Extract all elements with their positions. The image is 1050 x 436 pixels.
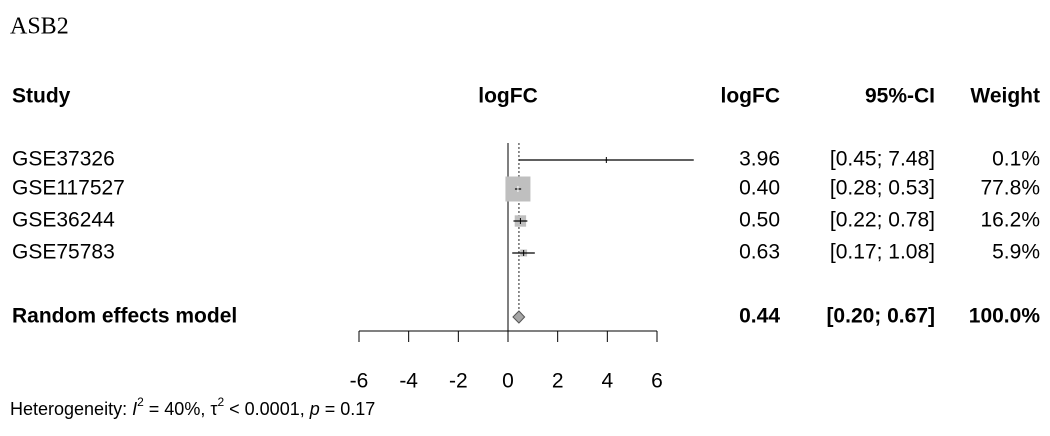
study-name: GSE36244 bbox=[12, 209, 115, 232]
weight-label: 77.8% bbox=[980, 177, 1040, 200]
study-name: GSE75783 bbox=[12, 241, 115, 264]
heterogeneity-part: I bbox=[132, 399, 137, 419]
study-name: GSE117527 bbox=[12, 177, 125, 200]
x-tick-label: -4 bbox=[399, 370, 418, 393]
ci-label: [0.28; 0.53] bbox=[830, 177, 935, 200]
weight-label: 16.2% bbox=[980, 209, 1040, 232]
model-weight: 100.0% bbox=[969, 305, 1041, 328]
heterogeneity-part: < 0.0001, bbox=[224, 399, 310, 419]
x-tick-label: 6 bbox=[651, 370, 663, 393]
heterogeneity-part: τ bbox=[210, 399, 217, 419]
model-ci: [0.20; 0.67] bbox=[826, 305, 935, 328]
weight-label: 5.9% bbox=[992, 241, 1040, 264]
weight-label: 0.1% bbox=[992, 148, 1040, 171]
ci-label: [0.17; 1.08] bbox=[830, 241, 935, 264]
heterogeneity-part: p bbox=[309, 399, 320, 419]
model-name: Random effects model bbox=[12, 305, 237, 328]
model-estimate: 0.44 bbox=[739, 305, 780, 328]
x-tick-label: -2 bbox=[449, 370, 468, 393]
heterogeneity: Heterogeneity: I2 = 40%, τ2 < 0.0001, p … bbox=[10, 395, 375, 419]
summary-diamond bbox=[512, 310, 526, 324]
heterogeneity-part: = 40%, bbox=[144, 399, 211, 419]
estimate-label: 0.63 bbox=[739, 241, 780, 264]
x-tick-label: -6 bbox=[350, 370, 369, 393]
heterogeneity-part: 2 bbox=[137, 395, 144, 409]
estimate-label: 0.50 bbox=[739, 209, 780, 232]
chart-title: ASB2 bbox=[10, 14, 69, 40]
estimate-label: 0.40 bbox=[739, 177, 780, 200]
header-study: Study bbox=[12, 85, 71, 108]
x-tick-label: 2 bbox=[552, 370, 564, 393]
header-ci: 95%-CI bbox=[865, 85, 935, 108]
ci-label: [0.45; 7.48] bbox=[830, 148, 935, 171]
heterogeneity-part: 2 bbox=[217, 395, 224, 409]
study-name: GSE37326 bbox=[12, 148, 115, 171]
heterogeneity-part: = 0.17 bbox=[320, 399, 376, 419]
heterogeneity-part: Heterogeneity: bbox=[10, 399, 132, 419]
ci-label: [0.22; 0.78] bbox=[830, 209, 935, 232]
x-tick-label: 0 bbox=[502, 370, 514, 393]
x-tick-label: 4 bbox=[601, 370, 613, 393]
header-weight: Weight bbox=[970, 85, 1040, 108]
estimate-label: 3.96 bbox=[739, 148, 780, 171]
header-estimate: logFC bbox=[721, 85, 780, 108]
header-plot: logFC bbox=[478, 85, 537, 108]
